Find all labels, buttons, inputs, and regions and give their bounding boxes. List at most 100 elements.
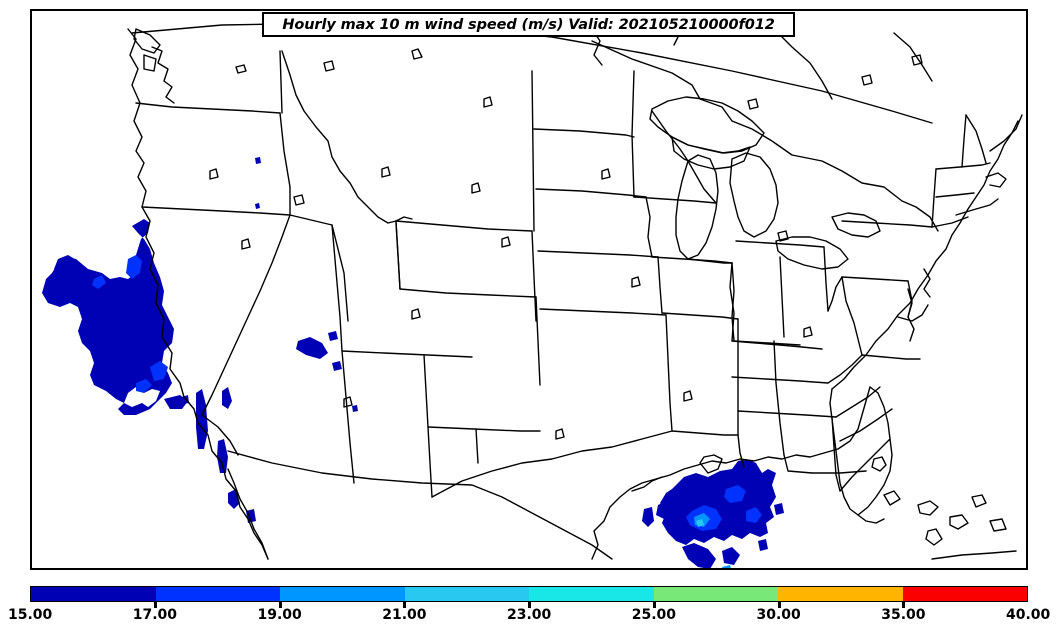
colorbar-tick-19 (278, 602, 282, 608)
state-border-wy-co-ut (399, 288, 537, 298)
shading-colorado-speck (352, 405, 358, 412)
state-border-pa-md (841, 276, 909, 282)
coast-vancouver-island (133, 28, 161, 54)
state-border-new-england-1 (935, 162, 991, 170)
state-border-ok-ar (665, 314, 673, 432)
lake-huron (729, 152, 779, 238)
state-border-nh-me (965, 114, 987, 164)
state-border-or-id (279, 112, 291, 216)
coast-cape-cod (985, 172, 1007, 188)
coast-long-island (955, 198, 999, 216)
state-border-ut-co (395, 222, 401, 290)
state-border-id-mt (281, 50, 413, 224)
shading-california-bright-4 (92, 275, 106, 289)
colorbar-label-19: 19.00 (257, 607, 302, 623)
colorbar-label-21: 21.00 (382, 607, 427, 623)
lake-michigan (675, 154, 719, 260)
state-border-in-ky (779, 344, 823, 350)
state-border-nv-ut (331, 224, 343, 352)
state-border-ok-tx-panhandle (475, 428, 479, 464)
coast-florida-keys (857, 514, 885, 524)
speck-lake-16 (747, 98, 759, 110)
coast-florida-lake-okeechobee (871, 456, 887, 472)
speck-lake-7 (471, 182, 481, 194)
colorbar-tick-30 (777, 602, 781, 608)
speck-lake-14 (209, 168, 219, 180)
speck-lake-9 (411, 308, 421, 320)
lake-ontario (831, 212, 881, 238)
map-title-text: Hourly max 10 m wind speed (m/s) Valid: … (282, 16, 775, 33)
state-border-ky-tn (731, 376, 829, 384)
colorbar-label-35: 35.00 (881, 607, 926, 623)
colorbar-label-15: 15.00 (8, 607, 53, 623)
border-quebec (773, 28, 833, 100)
state-border-mo-il (729, 262, 735, 342)
state-border-co-nm (423, 354, 429, 428)
state-border-pa-ny (841, 220, 933, 228)
state-border-new-england-2 (961, 114, 967, 168)
shading-california-bright-2 (150, 361, 168, 381)
state-border-oh-wv (827, 276, 843, 312)
state-border-mn-nd-sd (631, 70, 635, 198)
shading-gulf-tail-2 (722, 547, 740, 565)
coast-pacific (127, 28, 269, 560)
shading-utah-cell-3 (332, 361, 342, 371)
colorbar-ticks (30, 602, 1028, 608)
state-border-wa-id (279, 50, 283, 114)
colorbar-label-30: 30.00 (756, 607, 801, 623)
state-border-ca-az (201, 414, 239, 456)
coast-olympic (143, 54, 157, 72)
colorbar-segment-15-17 (31, 587, 156, 601)
coast-delaware-bay (923, 268, 931, 298)
state-border-mo-ar (661, 312, 739, 320)
speck-lake-10 (601, 168, 611, 180)
coast-mississippi-delta (699, 454, 723, 474)
state-border-nv-az-ut (289, 214, 349, 322)
colorbar-segment-30-35 (778, 587, 903, 601)
speck-lake-8 (501, 236, 511, 248)
coast-puget-sound (151, 46, 175, 104)
state-border-co-nm-line (427, 426, 541, 432)
state-border-co-ks (535, 296, 541, 386)
state-border-ks-ok (539, 308, 667, 316)
shading-california-bright-3 (136, 379, 152, 393)
speck-lake-5 (381, 166, 391, 178)
shading-california-bright-1 (126, 255, 142, 279)
state-border-mi-in-oh (735, 240, 825, 248)
lake-st-clair (777, 230, 789, 242)
state-border-or-ca (141, 206, 291, 216)
state-border-new-england-3 (935, 192, 975, 198)
shading-gulf-satellite-1 (656, 501, 670, 519)
speck-lake-4 (483, 96, 493, 108)
map-panel (30, 9, 1028, 570)
colorbar-label-40: 40.00 (1006, 607, 1051, 623)
shading-gulf-satellite-3 (758, 539, 768, 551)
state-border-al-fl (783, 454, 813, 474)
shading-gulf-cyan-3 (722, 565, 731, 568)
shading-gulf-bright-2 (724, 485, 746, 503)
state-border-ky-va (827, 354, 863, 384)
state-border-nc-sc (839, 408, 893, 442)
colorbar-label-25: 25.00 (631, 607, 677, 623)
state-border-il-ky (731, 340, 781, 346)
island-bahamas-4 (971, 494, 987, 508)
state-border-sc-ga (839, 438, 891, 492)
state-border-la-ms (737, 434, 745, 468)
colorbar-tick-23 (528, 602, 531, 608)
shading-gulf-main (660, 459, 776, 545)
shading-california-offshore (42, 219, 174, 415)
speck-lake-2 (323, 60, 335, 72)
shading-gulf-satellite-2 (642, 507, 654, 527)
shading-gulf-satellite-4 (774, 503, 784, 515)
colorbar-gradient (30, 586, 1028, 602)
state-border-tn-nc (835, 386, 881, 418)
speck-lake-15 (803, 326, 813, 338)
state-border-mt-nd (531, 70, 535, 232)
colorbar-label-23: 23.00 (507, 607, 552, 623)
state-border-nm-tx (427, 426, 433, 498)
colorbar-tick-35 (902, 602, 906, 608)
wind-speed-shading-layer (42, 157, 784, 568)
shading-california-offshore-c (164, 395, 188, 409)
state-border-in-oh (779, 256, 785, 338)
